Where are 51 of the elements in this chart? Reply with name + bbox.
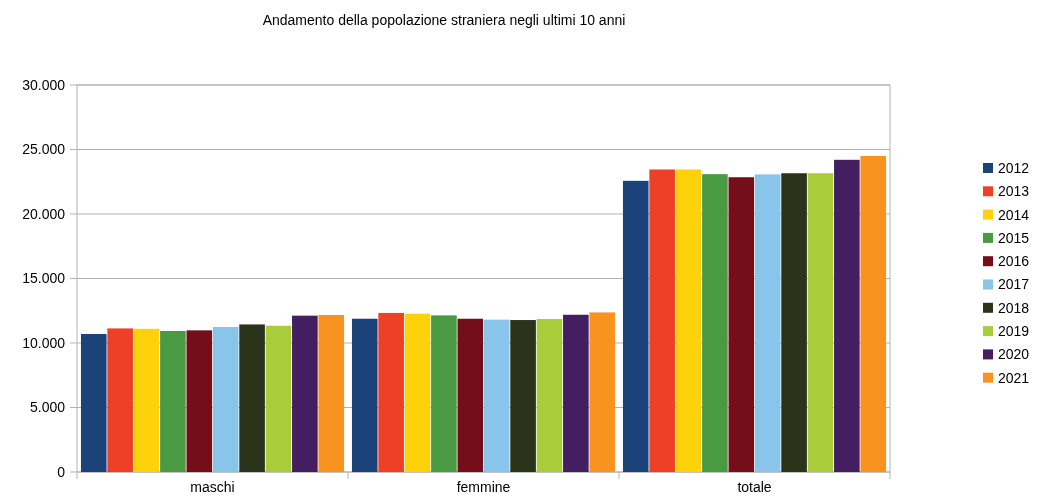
y-tick-label: 5.000 [29, 399, 66, 416]
bar [860, 155, 887, 472]
legend-label: 2016 [998, 253, 1030, 270]
bar [589, 312, 616, 472]
legend-label: 2014 [998, 206, 1030, 223]
bar [457, 318, 484, 472]
bar [378, 312, 404, 472]
bar [728, 177, 755, 472]
bar [107, 328, 133, 472]
bar [649, 169, 675, 472]
legend-label: 2013 [998, 183, 1030, 200]
x-tick-label: femmine [456, 479, 511, 495]
bar [563, 314, 589, 472]
bar [212, 327, 239, 472]
bar [318, 315, 345, 472]
bar [431, 315, 457, 472]
bar [510, 320, 536, 472]
bar [807, 173, 834, 472]
bar [834, 159, 860, 472]
bar [80, 333, 107, 472]
bar [160, 331, 186, 472]
legend-label: 2020 [998, 346, 1030, 363]
y-tick-label: 0 [57, 463, 66, 480]
bar [239, 324, 265, 472]
legend-label: 2018 [998, 299, 1030, 316]
x-tick-label: totale [737, 479, 772, 495]
bar [781, 173, 807, 472]
bar [292, 315, 318, 472]
bar [351, 318, 378, 472]
bar [483, 319, 510, 472]
legend-label: 2015 [998, 229, 1030, 246]
bar [186, 330, 213, 472]
legend-label: 2019 [998, 323, 1030, 339]
bar [133, 328, 160, 472]
bar [622, 180, 649, 472]
legend-label: 2021 [998, 369, 1030, 386]
bar [404, 313, 431, 472]
legend-label: 2012 [998, 159, 1030, 176]
y-tick-label: 15.000 [22, 270, 66, 287]
bar [265, 325, 292, 472]
x-tick-label: maschi [190, 479, 235, 495]
bar [675, 169, 702, 472]
y-tick-label: 10.000 [22, 334, 66, 351]
y-tick-label: 20.000 [22, 205, 66, 222]
bar [702, 174, 728, 472]
legend-label: 2017 [998, 276, 1030, 293]
bar [754, 174, 781, 472]
chart-title: Andamento della popolazione straniera negli ultimi 10 anni [262, 12, 626, 28]
y-tick-label: 30.000 [22, 76, 66, 93]
bar [536, 319, 563, 472]
y-tick-label: 25.000 [22, 141, 66, 158]
